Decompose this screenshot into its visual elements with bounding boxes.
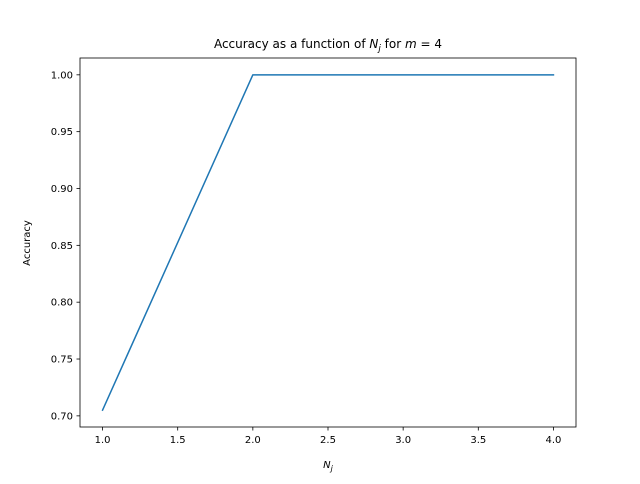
y-axis-label: Accuracy — [22, 220, 33, 266]
x-tick-label: 1.5 — [170, 435, 186, 446]
y-tick-label: 0.70 — [51, 411, 73, 422]
y-tick-label: 0.95 — [51, 127, 73, 138]
y-tick-label: 0.80 — [51, 298, 73, 309]
chart-title: Accuracy as a function of Nj for m = 4 — [214, 37, 442, 54]
series-line-0 — [101, 74, 555, 412]
x-tick-label: 4.0 — [546, 435, 562, 446]
y-tick-label: 0.75 — [51, 355, 73, 366]
y-tick-label: 1.00 — [51, 70, 73, 81]
y-tick-label: 0.85 — [51, 241, 73, 252]
plot-area: 1.0 1.5 2.0 2.5 3.0 3.5 4.0 0.70 0.75 0.80 0.85 0.9… — [51, 57, 577, 446]
x-tick-label: 1.0 — [95, 435, 111, 446]
x-tick-label: 2.0 — [245, 435, 261, 446]
x-tick-label: 2.5 — [320, 435, 336, 446]
x-tick-label: 3.0 — [395, 435, 411, 446]
x-axis-label: Nj — [323, 460, 333, 473]
y-tick-label: 0.90 — [51, 184, 73, 195]
x-tick-label: 3.5 — [470, 435, 486, 446]
